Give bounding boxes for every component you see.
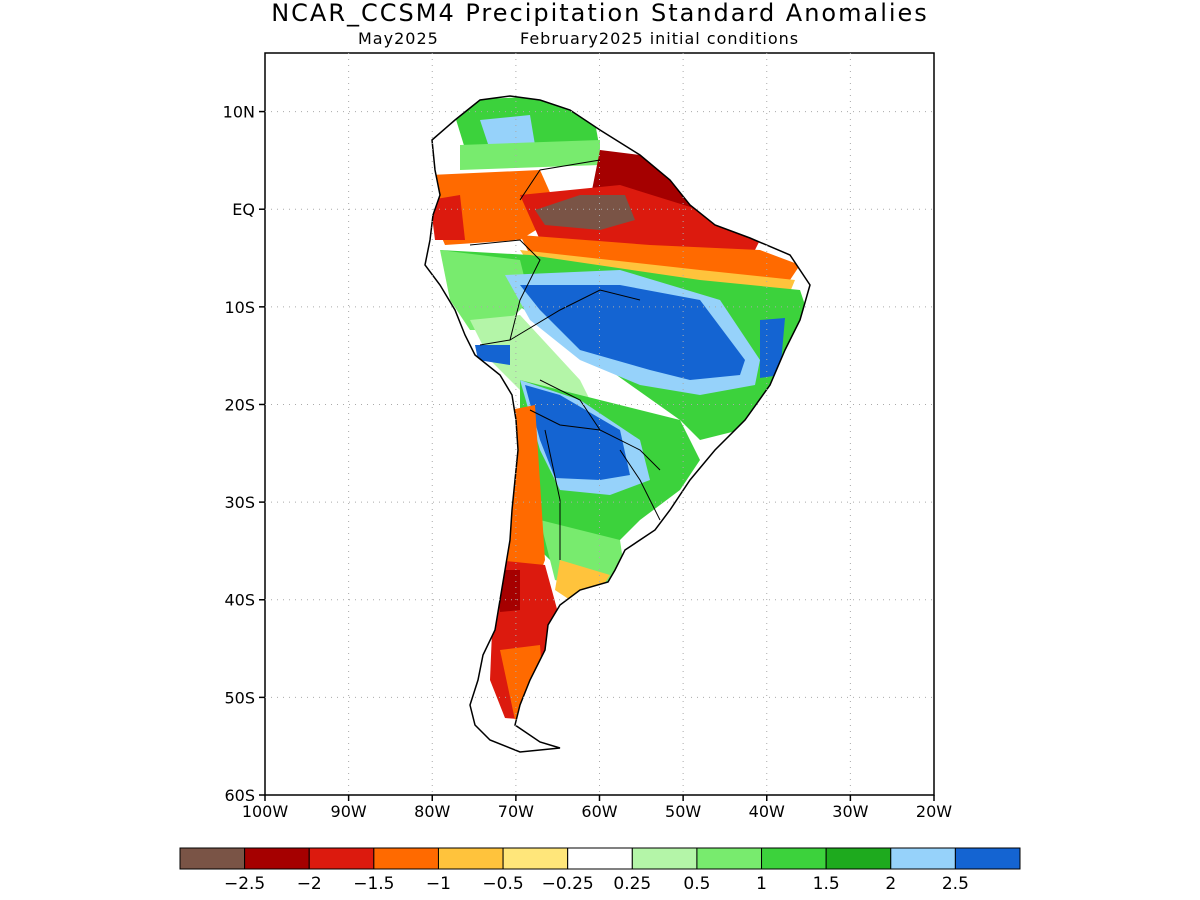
anomaly-red-west xyxy=(430,195,465,240)
lon-tick-label: 60W xyxy=(581,802,617,821)
colorbar-label: −0.25 xyxy=(542,874,594,894)
colorbar-label: −0.5 xyxy=(482,874,523,894)
colorbar-swatch xyxy=(954,847,1021,870)
colorbar-swatch xyxy=(696,847,763,870)
colorbar-label: −2 xyxy=(297,874,322,894)
colorbar-label: 2 xyxy=(885,874,896,894)
anomaly-lightgreen-north xyxy=(460,140,600,170)
lat-tick-label: 60S xyxy=(224,786,255,805)
initial-conditions: February2025 initial conditions xyxy=(520,29,800,48)
lon-tick-label: 50W xyxy=(665,802,701,821)
lon-tick-label: 100W xyxy=(242,802,289,821)
lat-tick-label: 50S xyxy=(224,688,255,707)
colorbar-label: 0.5 xyxy=(683,874,710,894)
anomaly-orange-amazon xyxy=(520,235,800,280)
colorbar-swatch xyxy=(373,847,439,870)
lon-tick-label: 80W xyxy=(414,802,450,821)
lat-tick-label: 10S xyxy=(224,298,255,317)
lon-tick-label: 70W xyxy=(498,802,534,821)
colorbar-swatch xyxy=(825,847,892,870)
lon-tick-label: 90W xyxy=(331,802,367,821)
lon-tick-label: 20W xyxy=(916,802,952,821)
anomaly-blue-peru xyxy=(475,345,510,365)
country-borders xyxy=(469,159,661,560)
colorbar-label: −1 xyxy=(426,874,451,894)
colorbar-label: 1 xyxy=(756,874,767,894)
colorbar-swatch xyxy=(244,847,310,870)
colorbar-label: −2.5 xyxy=(224,874,265,894)
lat-tick-label: 30S xyxy=(224,493,255,512)
colorbar-swatch xyxy=(308,847,375,870)
colorbar-swatch xyxy=(502,847,569,870)
anomaly-lightblue-north xyxy=(480,115,535,150)
graticule xyxy=(265,53,934,795)
colorbar-swatch xyxy=(890,847,956,870)
lat-tick-label: 20S xyxy=(224,395,255,414)
colorbar-swatch xyxy=(567,847,633,870)
lat-tick-label: 10N xyxy=(223,103,255,122)
colorbar-swatch xyxy=(179,847,246,870)
lon-tick-label: 40W xyxy=(749,802,785,821)
anomaly-yellow-amazon xyxy=(520,250,795,292)
longitude-axis: 100W 90W 80W 70W 60W 50W 40W 30W 20W xyxy=(242,795,952,821)
colorbar-label: 1.5 xyxy=(813,874,840,894)
lat-tick-label: EQ xyxy=(232,200,255,219)
colorbar-label: 2.5 xyxy=(942,874,969,894)
lat-tick-label: 40S xyxy=(224,591,255,610)
colorbar-label: 0.25 xyxy=(613,874,651,894)
colorbar-swatch xyxy=(761,847,827,870)
colorbar-swatch xyxy=(631,847,698,870)
anomaly-brown-core xyxy=(535,195,635,230)
forecast-month: May2025 xyxy=(358,29,439,48)
anomaly-green-belt-w xyxy=(440,250,530,330)
colorbar-swatch xyxy=(437,847,504,870)
colorbar: −2.5 −2 −1.5 −1 −0.5 −0.25 0.25 0.5 1 1.5 2 2.5 xyxy=(179,847,1021,894)
lon-tick-label: 30W xyxy=(832,802,868,821)
colorbar-label: −1.5 xyxy=(353,874,394,894)
anomaly-blue-south xyxy=(525,385,630,480)
latitude-axis: 10N EQ 10S 20S 30S 40S 50S 60S xyxy=(223,103,265,805)
map-title: NCAR_CCSM4 Precipitation Standard Anomal… xyxy=(271,0,929,27)
anomaly-blue-center xyxy=(520,285,745,380)
